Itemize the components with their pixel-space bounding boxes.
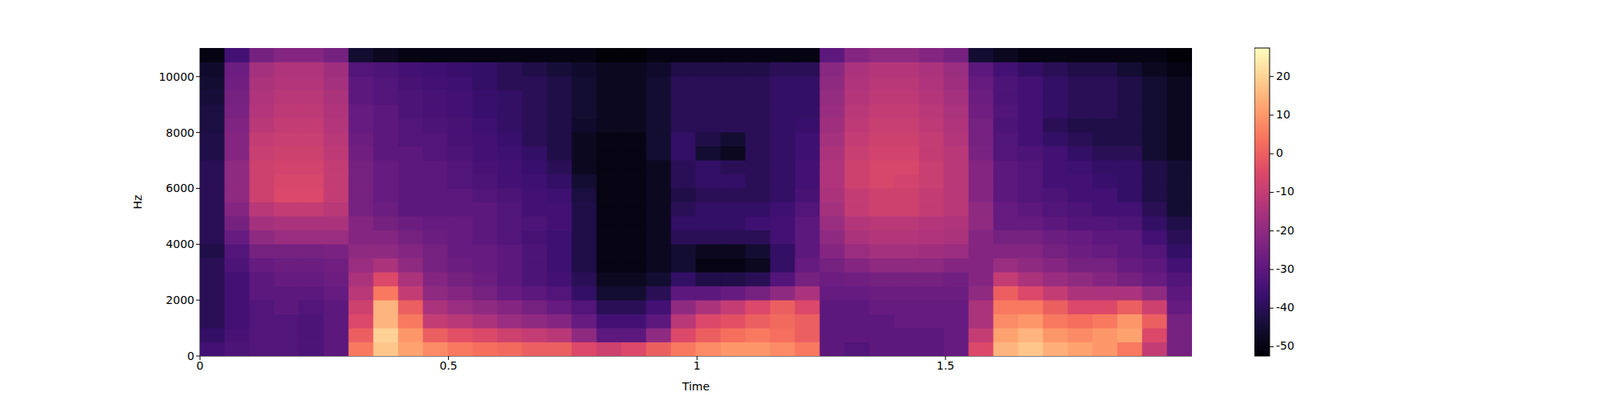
svg-text:0.5: 0.5 [439,359,457,372]
svg-text:1.5: 1.5 [936,359,955,372]
svg-text:-50: -50 [1276,339,1295,352]
svg-text:1: 1 [693,359,701,372]
svg-text:-20: -20 [1276,224,1295,237]
svg-text:-40: -40 [1276,300,1295,314]
svg-text:0: 0 [187,349,195,363]
svg-text:8000: 8000 [165,126,195,140]
svg-text:10: 10 [1276,108,1291,121]
svg-text:10000: 10000 [158,70,195,84]
svg-text:-10: -10 [1276,184,1295,198]
svg-text:6000: 6000 [165,181,195,195]
svg-text:20: 20 [1276,69,1291,83]
svg-text:0: 0 [1276,146,1284,160]
svg-text:4000: 4000 [165,237,195,251]
svg-text:Time: Time [681,380,710,393]
svg-text:2000: 2000 [165,293,195,307]
svg-text:Hz: Hz [131,195,144,210]
svg-text:0: 0 [196,359,204,372]
svg-text:-30: -30 [1276,262,1295,276]
